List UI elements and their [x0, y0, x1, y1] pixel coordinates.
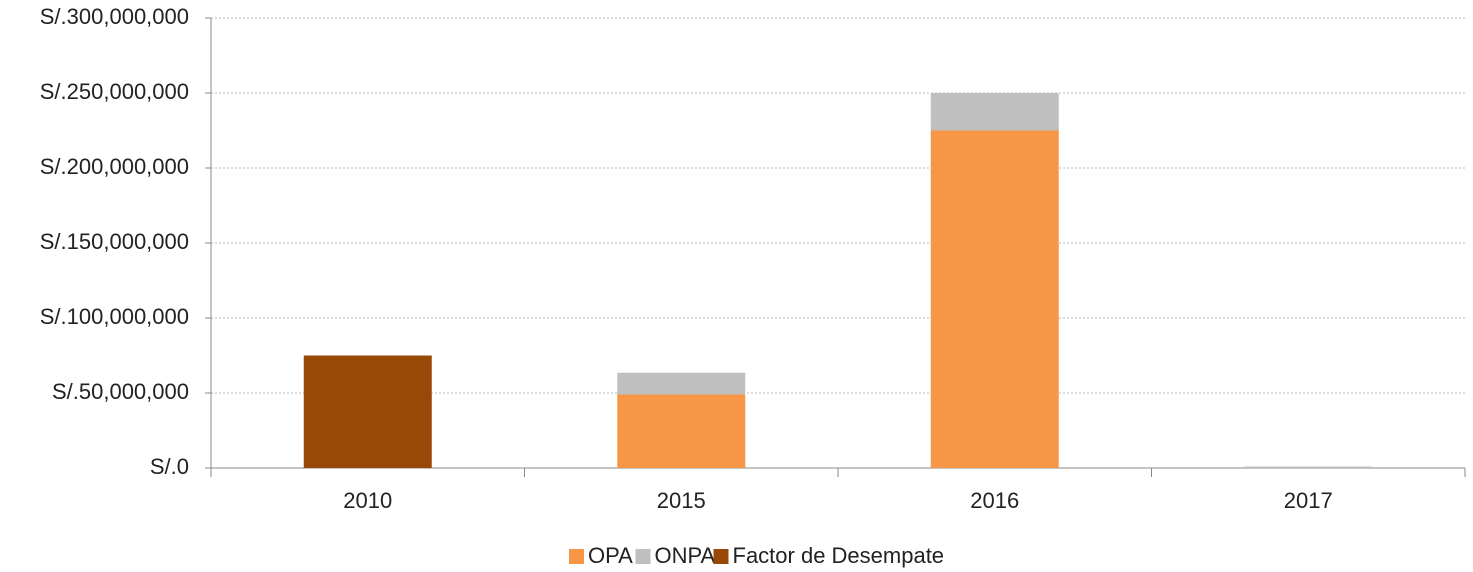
y-tick-label: S/.250,000,000 — [40, 79, 189, 104]
legend-label: OPA — [588, 543, 633, 568]
legend-swatch — [635, 549, 651, 564]
legend-label: Factor de Desempate — [733, 543, 945, 568]
bar-segment — [617, 372, 746, 395]
bar-segment — [617, 394, 746, 468]
bar-segment — [1244, 466, 1373, 468]
bar-segment — [930, 93, 1059, 131]
y-tick-label: S/.100,000,000 — [40, 304, 189, 329]
x-tick-label: 2015 — [657, 488, 706, 513]
y-tick-label: S/.200,000,000 — [40, 154, 189, 179]
legend-label: ONPA — [655, 543, 716, 568]
y-tick-label: S/.150,000,000 — [40, 229, 189, 254]
y-tick-label: S/.300,000,000 — [40, 4, 189, 29]
x-tick-label: 2017 — [1284, 488, 1333, 513]
y-tick-label: S/.0 — [150, 454, 189, 479]
bar-segment — [930, 130, 1059, 468]
legend-swatch — [569, 549, 584, 564]
y-tick-label: S/.50,000,000 — [52, 379, 189, 404]
bar-segment — [303, 355, 432, 468]
legend-swatch — [713, 549, 729, 564]
x-tick-label: 2016 — [970, 488, 1019, 513]
x-tick-label: 2010 — [343, 488, 392, 513]
